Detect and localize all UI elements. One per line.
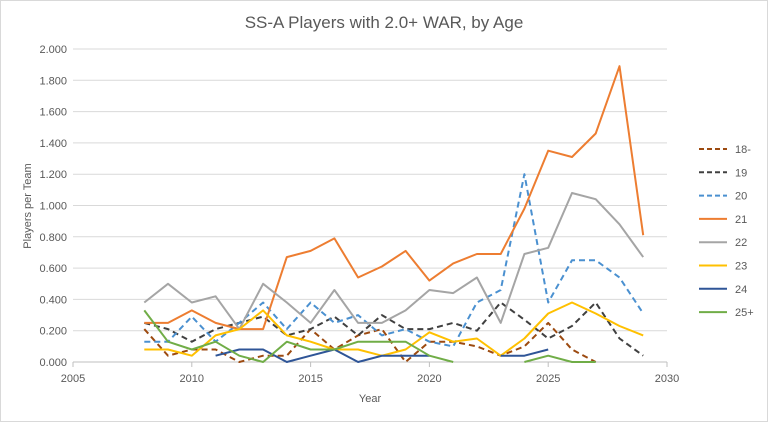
y-tick-label: 1.200 <box>39 169 67 181</box>
series-line-19 <box>144 301 644 357</box>
x-tick-label: 2005 <box>61 373 85 385</box>
y-tick-label: 0.000 <box>39 357 67 369</box>
legend-label: 25+ <box>735 307 754 319</box>
y-axis-ticks: 0.000 0.200 0.400 0.600 0.800 1.000 1.200 1.400… <box>39 44 67 369</box>
gridlines <box>73 48 667 332</box>
series-lines <box>143 65 645 363</box>
y-tick-label: 2.000 <box>39 44 67 56</box>
y-tick-label: 1.400 <box>39 138 67 150</box>
x-axis-label: Year <box>359 393 382 405</box>
x-tick-label: 2030 <box>655 373 679 385</box>
legend-label: 21 <box>735 214 747 226</box>
legend: 18- 19 20 21 22 23 24 25+ <box>699 144 754 319</box>
y-tick-label: 1.000 <box>39 201 67 213</box>
series-line-22 <box>143 192 645 331</box>
legend-label: 22 <box>735 237 747 249</box>
x-tick-label: 2010 <box>180 373 204 385</box>
legend-label: 24 <box>735 284 747 296</box>
series-line-18 <box>143 321 597 363</box>
y-tick-label: 0.800 <box>39 232 67 244</box>
y-tick-label: 1.600 <box>39 107 67 119</box>
y-tick-label: 0.200 <box>39 326 67 338</box>
legend-label: 20 <box>735 191 747 203</box>
chart-title: SS-A Players with 2.0+ WAR, by Age <box>245 13 524 32</box>
series-line-20 <box>144 173 645 348</box>
y-tick-label: 1.800 <box>39 75 67 87</box>
series-line-25 <box>143 309 596 363</box>
x-tick-label: 2020 <box>417 373 441 385</box>
x-axis-ticks: 2005 2010 2015 2020 2025 2030 <box>61 362 679 385</box>
legend-label: 23 <box>735 261 747 273</box>
legend-label: 18- <box>735 144 751 156</box>
x-tick-label: 2015 <box>298 373 322 385</box>
x-tick-label: 2025 <box>536 373 560 385</box>
y-axis-label: Players per Team <box>22 163 34 248</box>
series-line-23 <box>144 301 644 357</box>
y-tick-label: 0.600 <box>39 263 67 275</box>
legend-label: 19 <box>735 167 747 179</box>
series-line-24 <box>215 348 549 363</box>
y-tick-label: 0.400 <box>39 294 67 306</box>
series-line-21 <box>144 65 645 331</box>
